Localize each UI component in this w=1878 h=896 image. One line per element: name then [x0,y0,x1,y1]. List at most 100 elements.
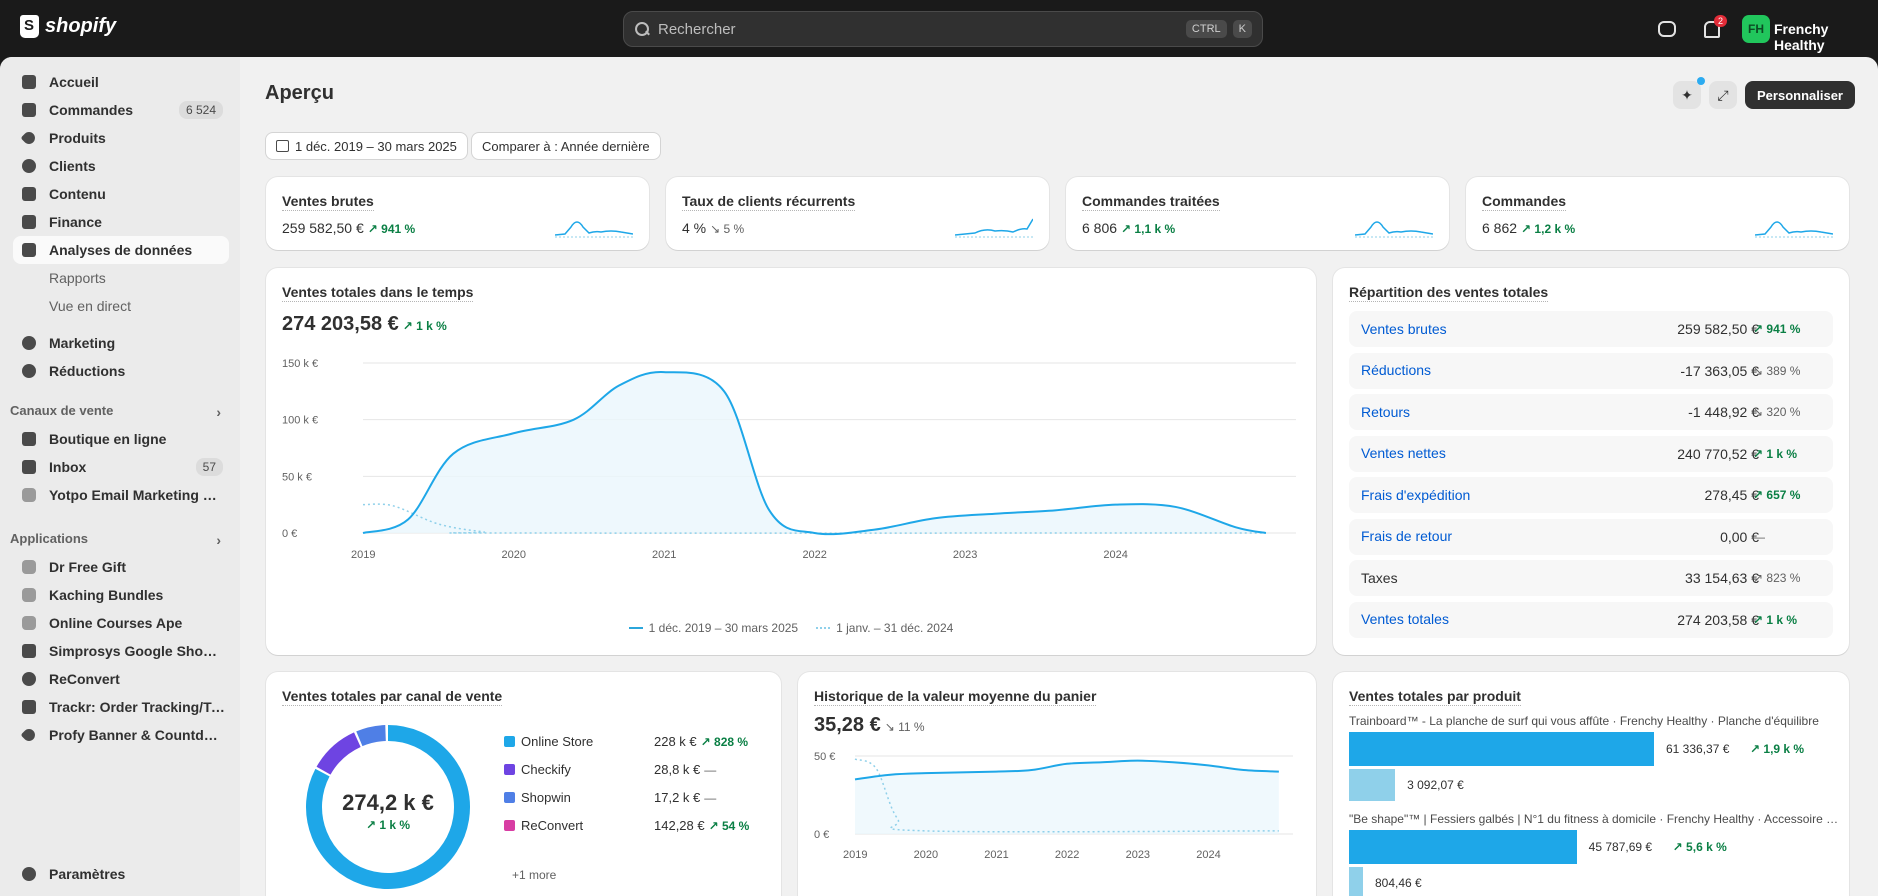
sidebar-item-marketing[interactable]: Marketing [13,329,229,357]
card-title[interactable]: Ventes totales par produit [1349,688,1521,706]
customize-button[interactable]: Personnaliser [1745,81,1855,109]
product-value: 45 787,69 € [1588,840,1653,854]
avatar[interactable]: FH [1742,15,1770,43]
breakdown-row: Frais de retour 0,00 € — [1349,518,1833,555]
breakdown-label: Taxes [1361,569,1398,586]
product-bar-previous[interactable] [1349,867,1363,896]
sparkle-icon[interactable]: ✦ [1673,81,1701,109]
x-tick-label: 2019 [351,549,375,561]
breakdown-label[interactable]: Frais d'expédition [1361,486,1471,503]
breakdown-label[interactable]: Ventes brutes [1361,320,1447,337]
product-name[interactable]: "Be shape"™ | Fessiers galbés | N°1 du f… [1349,812,1839,826]
channel-amount: 228 k € [654,734,697,749]
shopify-logo[interactable]: shopify [20,15,116,38]
channel-item[interactable]: Online Store [504,734,593,749]
channel-item[interactable]: Checkify [504,762,571,777]
calendar-icon [276,140,289,152]
sidebar-item-produits[interactable]: Produits [13,124,229,152]
sidebar-item-yotpo[interactable]: Yotpo Email Marketing & S... [13,481,229,509]
breakdown-label[interactable]: Réductions [1361,362,1432,378]
sidebar-app-profy[interactable]: Profy Banner & Countdow... [13,721,229,749]
channel-item[interactable]: ReConvert [504,818,583,833]
aov-chart[interactable]: 0 € 50 € 2019 2020 2021 2022 2023 2024 [798,744,1316,894]
sidebar-item-inbox[interactable]: Inbox 57 [13,453,229,481]
sidebar-item-parametres[interactable]: Paramètres [13,860,229,888]
series-line-current [362,371,1267,536]
inbox-count-badge: 57 [195,458,223,476]
store-name[interactable]: Frenchy Healthy [1774,21,1829,53]
breakdown-label[interactable]: Ventes totales [1361,611,1449,627]
sidebar-item-contenu[interactable]: Contenu [13,180,229,208]
search-input[interactable] [658,20,1180,38]
sidebar-item-accueil[interactable]: Accueil [13,68,229,96]
breakdown-label[interactable]: Retours [1361,403,1411,420]
aov-change: ↘ 11 % [884,720,925,734]
kpi-sparkline [555,221,633,238]
sidebar-app-dr-free-gift[interactable]: Dr Free Gift [13,553,229,581]
store-switcher-icon[interactable] [1656,18,1678,40]
apps-heading[interactable]: Applications › [10,531,221,548]
product-bar-previous[interactable] [1349,769,1396,801]
x-tick-label: 2021 [652,549,676,561]
kpi-value: 6 862 ↗ 1,2 k % [1482,220,1576,236]
sidebar-item-reductions[interactable]: Réductions [13,357,229,385]
card-title[interactable]: Historique de la valeur moyenne du panie… [814,688,1097,706]
y-tick-label: 50 k € [282,471,312,483]
breakdown-value: 278,45 € [1704,487,1760,503]
channel-name: Checkify [521,762,571,777]
sidebar-app-trackr[interactable]: Trackr: Order Tracking/Tr... [13,693,229,721]
expand-icon[interactable]: ⤢ [1709,81,1737,109]
more-channels-link[interactable]: +1 more [512,868,557,882]
sales-total-change: ↗ 1 k % [402,319,447,333]
product-bar[interactable] [1349,732,1654,766]
compare-picker[interactable]: Comparer à : Année dernière [471,132,661,160]
channel-donut-chart[interactable] [303,722,473,892]
page-title: Aperçu [265,82,334,104]
product-name[interactable]: Trainboard™ - La planche de surf qui vou… [1349,714,1819,728]
sidebar-item-finance[interactable]: Finance [13,208,229,236]
sidebar-item-boutique[interactable]: Boutique en ligne [13,425,229,453]
legend-previous[interactable]: 1 janv. – 31 déc. 2024 [816,621,953,635]
sidebar-app-simprosys[interactable]: Simprosys Google Shoppi... [13,637,229,665]
sidebar-item-clients[interactable]: Clients [13,152,229,180]
breakdown-value: -1 448,92 € [1688,404,1759,420]
product-bar[interactable] [1349,830,1577,864]
store-icon [22,432,36,446]
breakdown-row: Ventes brutes 259 582,50 € ↗ 941 % [1349,311,1833,347]
card-title[interactable]: Ventes totales dans le temps [282,284,474,302]
kpi-card-ventes-brutes[interactable]: Ventes brutes 259 582,50 € ↗ 941 % [266,177,649,250]
date-range-picker[interactable]: 1 déc. 2019 – 30 mars 2025 [265,132,468,160]
sidebar-app-reconvert[interactable]: ReConvert [13,665,229,693]
kpi-card-taux-recurrents[interactable]: Taux de clients récurrents 4 % ↘ 5 % [666,177,1049,250]
sidebar-app-online-courses[interactable]: Online Courses Ape [13,609,229,637]
x-tick-label: 2023 [953,549,977,561]
card-title[interactable]: Répartition des ventes totales [1349,284,1549,302]
breakdown-label[interactable]: Ventes nettes [1361,445,1446,461]
sidebar-item-analyses[interactable]: Analyses de données [13,236,229,264]
breakdown-row: Ventes nettes 240 770,52 € ↗ 1 k % [1349,435,1833,472]
x-tick-label: 2023 [1126,849,1150,861]
legend-dotted-swatch [816,627,831,629]
inbox-app-icon [22,460,36,474]
legend-current[interactable]: 1 déc. 2019 – 30 mars 2025 [628,621,798,635]
series-line-current [854,759,1279,781]
donut-center: 274,2 k € ↗ 1 k % [313,790,463,832]
sales-channels-heading[interactable]: Canaux de vente › [10,403,221,420]
kpi-card-commandes-traitees[interactable]: Commandes traitées 6 806 ↗ 1,1 k % [1066,177,1449,250]
sidebar-item-rapports[interactable]: Rapports [49,270,106,286]
y-tick-label: 0 € [814,829,829,841]
sales-over-time-chart[interactable]: 0 € 50 k € 100 k € 150 k € 2019 2020 2021 2022 2… [266,348,1316,608]
sidebar-app-kaching[interactable]: Kaching Bundles [13,581,229,609]
sidebar-item-commandes[interactable]: Commandes 6 524 [13,96,229,124]
channel-item[interactable]: Shopwin [504,790,571,805]
sales-total-value: 274 203,58 € ↗ 1 k % [282,313,447,335]
breakdown-label[interactable]: Frais de retour [1361,528,1453,544]
kpi-card-commandes[interactable]: Commandes 6 862 ↗ 1,2 k % [1466,177,1849,250]
channel-change: ↗ 54 % [708,819,750,833]
sidebar-item-vue-en-direct[interactable]: Vue en direct [49,298,131,314]
x-tick-label: 2022 [1055,849,1079,861]
chevron-right-icon: › [216,532,221,548]
card-title[interactable]: Ventes totales par canal de vente [282,688,503,706]
search-bar[interactable]: CTRL K [623,11,1263,47]
channel-amount: 17,2 k € [654,790,701,805]
